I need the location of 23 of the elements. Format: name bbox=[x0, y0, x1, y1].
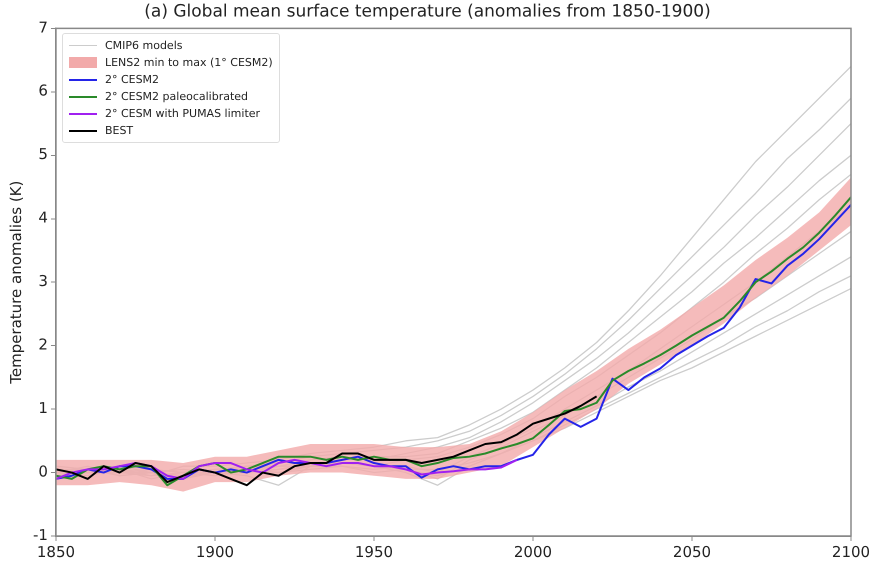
y-axis-title: Temperature anomalies (K) bbox=[6, 180, 25, 385]
legend-label: 2° CESM with PUMAS limiter bbox=[104, 107, 260, 120]
legend-label: BEST bbox=[104, 124, 134, 138]
x-tick-label: 2000 bbox=[514, 542, 552, 561]
legend-label: 2° CESM2 paleocalibrated bbox=[104, 90, 248, 104]
y-tick-label: 5 bbox=[38, 145, 48, 164]
legend-label: LENS2 min to max (1° CESM2) bbox=[104, 56, 273, 70]
x-tick-label: 1900 bbox=[196, 542, 234, 561]
y-tick-label: 2 bbox=[38, 336, 48, 354]
y-tick-label: 3 bbox=[38, 272, 48, 290]
x-tick-label: 1850 bbox=[36, 542, 76, 561]
x-tick-label: 2050 bbox=[672, 542, 712, 561]
y-tick-label: 4 bbox=[38, 208, 48, 227]
y-tick-label: 7 bbox=[38, 18, 48, 36]
x-tick-label: 1950 bbox=[354, 542, 394, 561]
legend-label: 2° CESM2 bbox=[104, 73, 160, 86]
chart-title: (a) Global mean surface temperature (anomalies from 1850-1900) bbox=[144, 2, 711, 22]
legend-label: CMIP6 models bbox=[104, 39, 182, 52]
y-tick-label: 1 bbox=[38, 398, 48, 417]
x-tick-label: 2100 bbox=[832, 542, 870, 561]
y-tick-label: 0 bbox=[38, 462, 48, 480]
y-tick-label: -1 bbox=[32, 526, 48, 544]
y-tick-label: 6 bbox=[38, 82, 48, 100]
